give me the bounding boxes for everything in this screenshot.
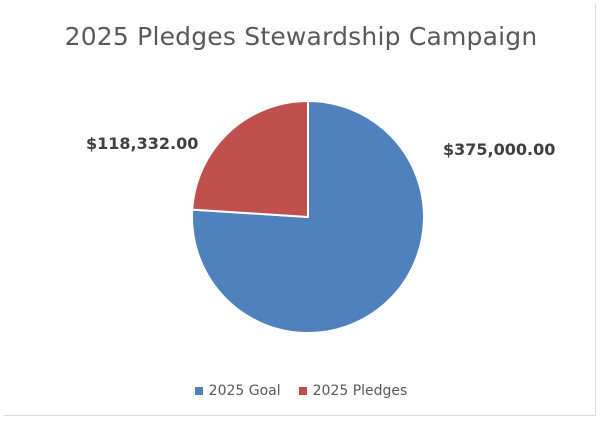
chart-title: 2025 Pledges Stewardship Campaign (64, 22, 538, 51)
legend-swatch-2025-pledges (298, 387, 307, 395)
legend-label-2025-goal: 2025 Goal (208, 383, 281, 399)
chart-legend: 2025 Goal 2025 Pledges (0, 383, 602, 399)
legend-swatch-2025-goal (194, 387, 203, 395)
legend-item-2025-goal: 2025 Goal (194, 383, 281, 399)
data-label-2025-pledges: $118,332.00 (86, 134, 199, 153)
data-label-2025-goal: $375,000.00 (443, 140, 556, 159)
legend-label-2025-pledges: 2025 Pledges (312, 383, 408, 399)
pie-slice-2025-goal (191, 100, 425, 334)
legend-item-2025-pledges: 2025 Pledges (298, 383, 408, 399)
pie-slice-2025-pledges (191, 100, 309, 218)
